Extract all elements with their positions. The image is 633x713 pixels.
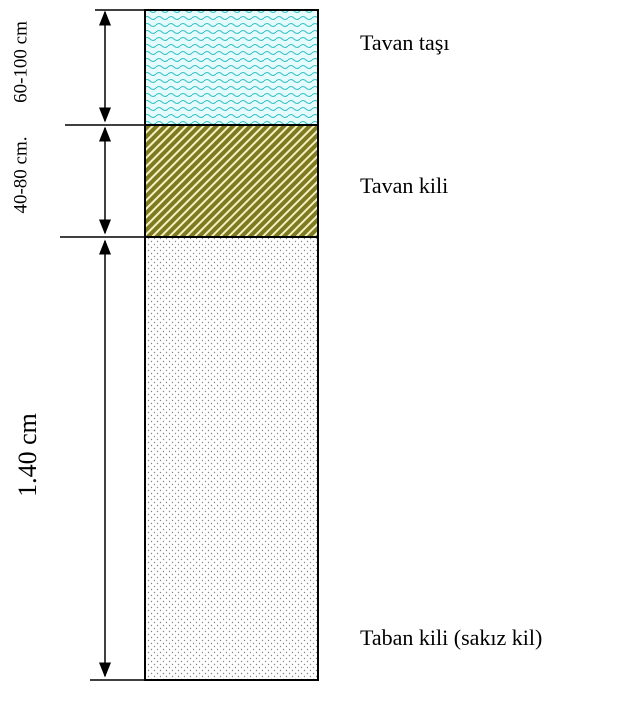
diagram: 60-100 cm 40-80 cm. 1.40 cm Tavan taşı T… (0, 0, 633, 713)
layer-roof-clay (145, 125, 318, 237)
thickness-label: 40-80 cm. (10, 136, 31, 213)
thickness-label: 1.40 cm (13, 413, 42, 497)
layer-floor-clay (145, 237, 318, 680)
layer-roof-stone (145, 10, 318, 125)
layer-label: Taban kili (sakız kil) (360, 625, 542, 650)
layer-label: Tavan taşı (360, 30, 449, 55)
thickness-label: 60-100 cm (10, 21, 31, 103)
reference-lines (60, 10, 145, 680)
layer-label: Tavan kili (360, 173, 448, 198)
